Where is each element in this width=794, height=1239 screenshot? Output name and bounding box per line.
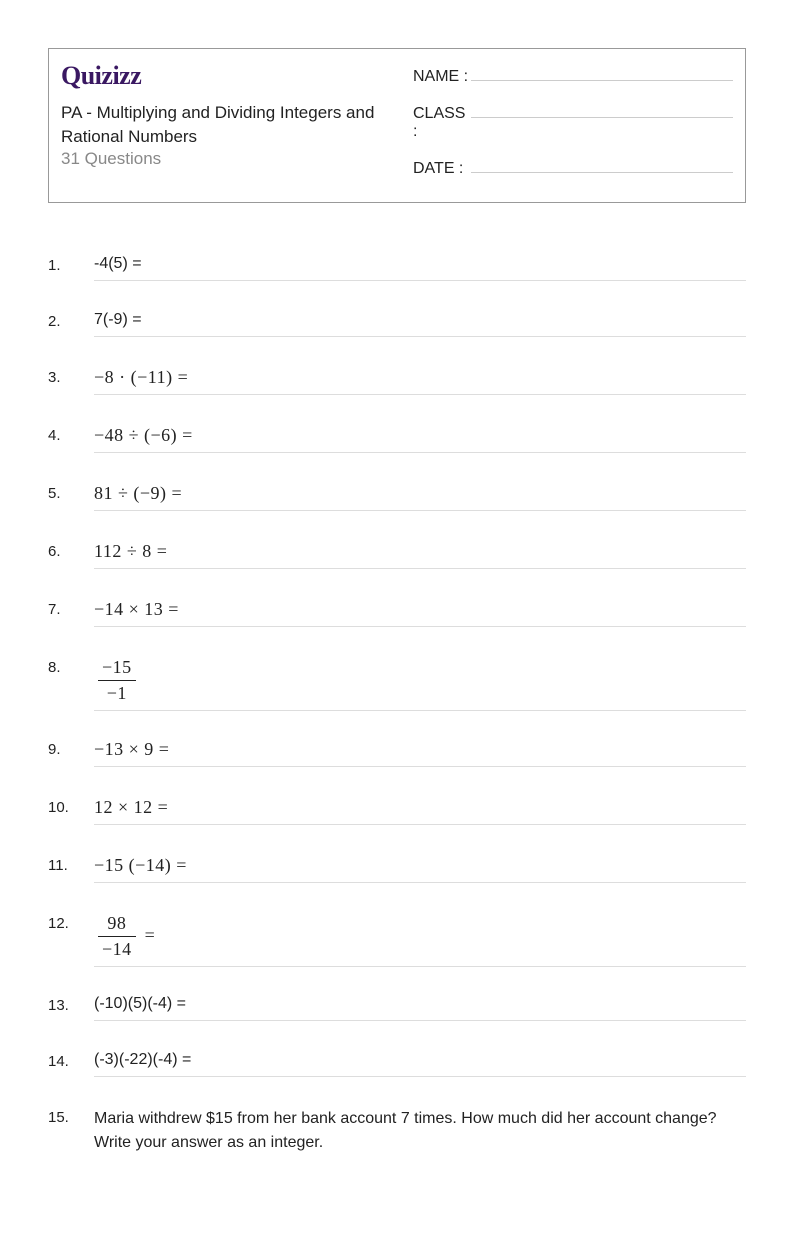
question-content: 81 ÷ (−9) = — [94, 483, 746, 511]
question-math: 112 ÷ 8 = — [94, 541, 167, 561]
question-row: 12.98−14 = — [48, 913, 746, 967]
name-label: NAME : — [413, 68, 471, 86]
date-label: DATE : — [413, 160, 471, 178]
question-text: (-3)(-22)(-4) = — [94, 1051, 191, 1068]
question-row: 10.12 × 12 = — [48, 797, 746, 825]
question-row: 7.−14 × 13 = — [48, 599, 746, 627]
question-content: −15 (−14) = — [94, 855, 746, 883]
question-number: 4. — [48, 425, 94, 444]
question-math: −14 × 13 = — [94, 599, 179, 619]
question-content: (-3)(-22)(-4) = — [94, 1051, 746, 1077]
question-number: 6. — [48, 541, 94, 560]
fraction-denominator: −14 — [98, 937, 136, 960]
question-number: 12. — [48, 913, 94, 932]
question-row: 2.7(-9) = — [48, 311, 746, 337]
question-math: 12 × 12 = — [94, 797, 168, 817]
question-number: 2. — [48, 311, 94, 330]
question-count: 31 Questions — [61, 149, 393, 169]
question-number: 9. — [48, 739, 94, 758]
question-content: -4(5) = — [94, 255, 746, 281]
class-row: CLASS : — [413, 98, 733, 141]
question-content: −8 · (−11) = — [94, 367, 746, 395]
question-number: 10. — [48, 797, 94, 816]
question-math: −13 × 9 = — [94, 739, 169, 759]
question-content: −48 ÷ (−6) = — [94, 425, 746, 453]
question-content: 98−14 = — [94, 913, 746, 967]
name-row: NAME : — [413, 61, 733, 86]
question-number: 13. — [48, 995, 94, 1014]
header-right: NAME : CLASS : DATE : — [413, 61, 733, 190]
question-content: −15−1 — [94, 657, 746, 711]
question-math: 81 ÷ (−9) = — [94, 483, 182, 503]
name-line[interactable] — [471, 61, 733, 81]
fraction-denominator: −1 — [98, 681, 136, 704]
question-text: -4(5) = — [94, 255, 142, 272]
question-content: Maria withdrew $15 from her bank account… — [94, 1107, 746, 1161]
questions-list: 1.-4(5) = 2.7(-9) = 3.−8 · (−11) = 4.−48 ÷ … — [48, 255, 746, 1161]
class-label: CLASS : — [413, 105, 471, 141]
logo: Quizizz — [61, 61, 393, 91]
question-row: 6.112 ÷ 8 = — [48, 541, 746, 569]
question-word-problem: Maria withdrew $15 from her bank account… — [94, 1110, 717, 1151]
question-text: (-10)(5)(-4) = — [94, 995, 186, 1012]
question-row: 5.81 ÷ (−9) = — [48, 483, 746, 511]
date-row: DATE : — [413, 153, 733, 178]
question-content: 12 × 12 = — [94, 797, 746, 825]
question-fraction: −15−1 — [94, 669, 140, 689]
question-row: 1.-4(5) = — [48, 255, 746, 281]
question-number: 1. — [48, 255, 94, 274]
question-math: −8 · (−11) = — [94, 367, 188, 387]
question-content: −14 × 13 = — [94, 599, 746, 627]
quiz-title: PA - Multiplying and Dividing Integers a… — [61, 101, 393, 149]
fraction-numerator: −15 — [98, 657, 136, 681]
question-row: 15.Maria withdrew $15 from her bank acco… — [48, 1107, 746, 1161]
class-line[interactable] — [471, 98, 733, 118]
question-content: (-10)(5)(-4) = — [94, 995, 746, 1021]
question-content: 7(-9) = — [94, 311, 746, 337]
question-number: 11. — [48, 855, 94, 874]
question-row: 4.−48 ÷ (−6) = — [48, 425, 746, 453]
question-number: 5. — [48, 483, 94, 502]
date-line[interactable] — [471, 153, 733, 173]
question-number: 8. — [48, 657, 94, 676]
question-row: 9.−13 × 9 = — [48, 739, 746, 767]
question-number: 3. — [48, 367, 94, 386]
question-row: 3.−8 · (−11) = — [48, 367, 746, 395]
question-row: 11.−15 (−14) = — [48, 855, 746, 883]
fraction-numerator: 98 — [98, 913, 136, 937]
question-content: −13 × 9 = — [94, 739, 746, 767]
question-number: 7. — [48, 599, 94, 618]
question-fraction: 98−14 = — [94, 925, 155, 945]
header-box: Quizizz PA - Multiplying and Dividing In… — [48, 48, 746, 203]
question-number: 15. — [48, 1107, 94, 1126]
question-math: −48 ÷ (−6) = — [94, 425, 193, 445]
question-number: 14. — [48, 1051, 94, 1070]
question-row: 13.(-10)(5)(-4) = — [48, 995, 746, 1021]
question-row: 8.−15−1 — [48, 657, 746, 711]
question-row: 14.(-3)(-22)(-4) = — [48, 1051, 746, 1077]
question-math: −15 (−14) = — [94, 855, 187, 875]
question-text: 7(-9) = — [94, 311, 142, 328]
question-content: 112 ÷ 8 = — [94, 541, 746, 569]
header-left: Quizizz PA - Multiplying and Dividing In… — [61, 61, 413, 190]
